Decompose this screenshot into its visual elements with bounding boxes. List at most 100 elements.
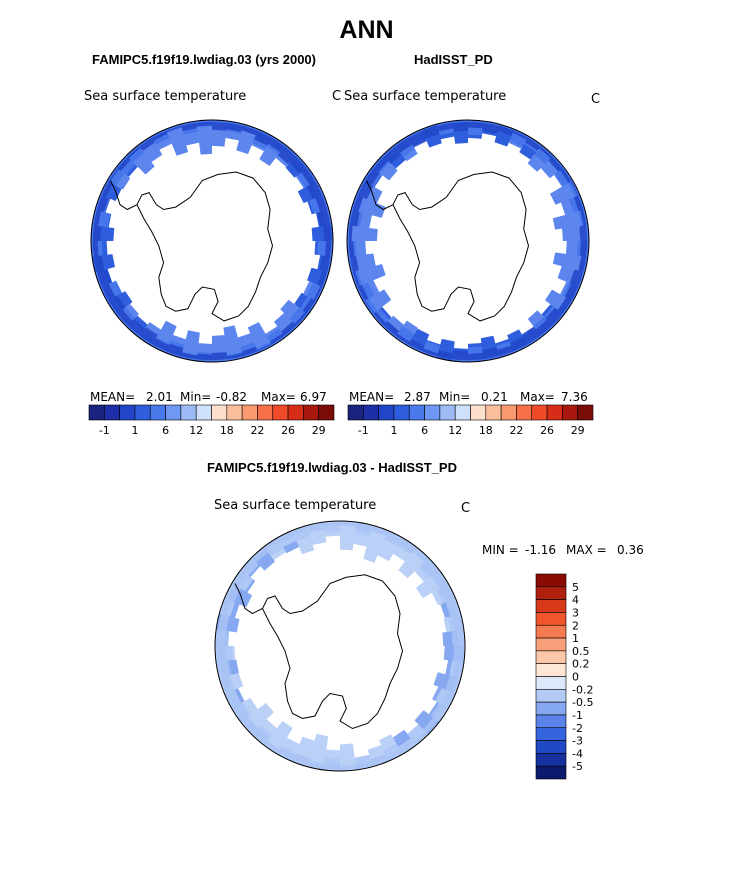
- panel2-map: [346, 119, 590, 363]
- panel1-colorbar-swatch: [195, 404, 212, 421]
- panel1-colorbar-swatch: [88, 404, 105, 421]
- panel1-colorbar-swatch: [180, 404, 197, 421]
- panel2-colorbar-swatch: [546, 404, 563, 421]
- panel2-colorbar-swatch: [378, 404, 395, 421]
- panel3-colorbar-swatch: [535, 637, 567, 652]
- panel1-colorbar-swatch: [119, 404, 136, 421]
- panel3-colorbar-label: 0: [572, 671, 579, 684]
- panel1-colorbar-swatch: [241, 404, 258, 421]
- panel2-mean-value: 2.87: [404, 390, 431, 404]
- panel2-colorbar-swatch: [516, 404, 533, 421]
- panel2-colorbar-label: 18: [479, 424, 493, 437]
- panel3-colorbar-label: -5: [572, 760, 583, 773]
- panel2-min-label: Min=: [439, 390, 471, 404]
- panel2-colorbar-label: -1: [358, 424, 369, 437]
- panel1-colorbar-label: 29: [312, 424, 326, 437]
- panel3-colorbar-label: -3: [572, 735, 583, 748]
- panel1-min-label: Min=: [180, 390, 212, 404]
- panel2-colorbar-swatch: [577, 404, 594, 421]
- panel3-colorbar-swatch: [535, 689, 567, 703]
- panel2-colorbar-swatch: [424, 404, 441, 421]
- panel3-colorbar-swatch: [535, 624, 567, 639]
- panel2-colorbar-swatch: [531, 404, 548, 421]
- panel2-colorbar-label: 29: [571, 424, 585, 437]
- panel2-colorbar-swatch: [454, 404, 471, 421]
- panel3-colorbar-swatch: [535, 753, 567, 767]
- panel2-colorbar-swatch: [347, 404, 364, 421]
- panel3-colorbar-swatch: [535, 573, 567, 588]
- panel2-colorbar-swatch: [363, 404, 379, 421]
- panel3-colorbar-swatch: [535, 586, 567, 600]
- panel3-colorbar-label: 4: [572, 594, 579, 607]
- panel3-colorbar-swatch: [535, 599, 567, 613]
- panel3-title: FAMIPC5.f19f19.lwdiag.03 - HadISST_PD: [207, 460, 457, 475]
- panel3-colorbar-label: -1: [572, 709, 583, 722]
- panel3-colorbar-swatch: [535, 676, 567, 690]
- panel3-colorbar-swatch: [535, 701, 567, 716]
- panel2-peninsula-outline: [365, 180, 394, 211]
- panel1-colorbar-swatch: [303, 404, 319, 421]
- panel1-min-value: -0.82: [216, 390, 248, 404]
- panel3-colorbar-label: -0.2: [572, 683, 593, 696]
- panel1-title: FAMIPC5.f19f19.lwdiag.03 (yrs 2000): [92, 52, 316, 67]
- panel3-map-border: [214, 520, 466, 772]
- panel3-colorbar-label: 0.5: [572, 645, 590, 658]
- panel3-map: [214, 520, 466, 772]
- panel2-map-border: [346, 119, 590, 363]
- panel2-colorbar-swatch: [500, 404, 517, 421]
- panel2-max-value: 7.36: [561, 390, 588, 404]
- panel1-colorbar-label: 18: [220, 424, 234, 437]
- panel3-colorbar-swatch: [535, 765, 567, 780]
- panel2-colorbar-swatch: [562, 404, 578, 421]
- panel1-colorbar-swatch: [211, 404, 228, 421]
- panel3-colorbar-swatch: [535, 727, 567, 741]
- panel1-colorbar-label: 1: [131, 424, 138, 437]
- panel1-colorbar-swatch: [257, 404, 274, 421]
- panel2-colorbar-label: 26: [540, 424, 554, 437]
- panel1-colorbar-swatch: [134, 404, 151, 421]
- panel3-min-label: MIN =: [482, 543, 519, 557]
- page-title: ANN: [339, 16, 394, 44]
- panel3-colorbar-label: -4: [572, 747, 583, 760]
- panel1-colorbar-swatch: [165, 404, 182, 421]
- panel1-map: [90, 119, 334, 363]
- panel1-map-border: [90, 119, 334, 363]
- panel3-colorbar-swatch: [535, 650, 567, 664]
- panel3-colorbar-label: 2: [572, 619, 579, 632]
- panel3-peninsula-outline: [234, 583, 263, 615]
- panel2-colorbar-swatch: [393, 404, 410, 421]
- panel2-min-value: 0.21: [481, 390, 508, 404]
- panel2-mean-label: MEAN=: [349, 390, 395, 404]
- panel2-colorbar-label: 6: [421, 424, 428, 437]
- panel3-max-label: MAX =: [566, 543, 607, 557]
- panel2-antarctica-outline: [392, 171, 530, 322]
- panel1-colorbar-swatch: [149, 404, 166, 421]
- panel1-colorbar-swatch: [318, 404, 335, 421]
- panel3-colorbar-label: 0.2: [572, 658, 590, 671]
- panel3-min-value: -1.16: [525, 543, 557, 557]
- panel1-antarctica-outline: [136, 171, 274, 322]
- panel1-colorbar-swatch: [226, 404, 243, 421]
- panel3-colorbar-label: 3: [572, 606, 579, 619]
- panel1-peninsula-outline: [109, 180, 138, 211]
- panel1-units: C: [332, 89, 342, 104]
- panel1-max-value: 6.97: [300, 390, 327, 404]
- panel1-colorbar-label: -1: [99, 424, 110, 437]
- panel3-colorbar-swatch: [535, 612, 567, 626]
- panel1-colorbar-swatch: [272, 404, 289, 421]
- panel2-units: C: [591, 92, 601, 107]
- panel1-colorbar-label: 26: [281, 424, 295, 437]
- panel2-field-label: Sea surface temperature: [344, 89, 507, 104]
- panel2-colorbar-swatch: [485, 404, 502, 421]
- panel3-units: C: [461, 501, 471, 516]
- panel1-mean-label: MEAN=: [90, 390, 136, 404]
- panel1-colorbar-label: 6: [162, 424, 169, 437]
- panel2-colorbar-swatch: [408, 404, 425, 421]
- panel1-colorbar-label: 12: [189, 424, 203, 437]
- panel3-colorbar-swatch: [535, 740, 567, 754]
- panel3-field-label: Sea surface temperature: [214, 498, 377, 513]
- panel1-colorbar-swatch: [104, 404, 120, 421]
- panel2-colorbar: -1 1 6 12 18 22 26 29: [347, 404, 594, 437]
- panel3-colorbar-label: 5: [572, 581, 579, 594]
